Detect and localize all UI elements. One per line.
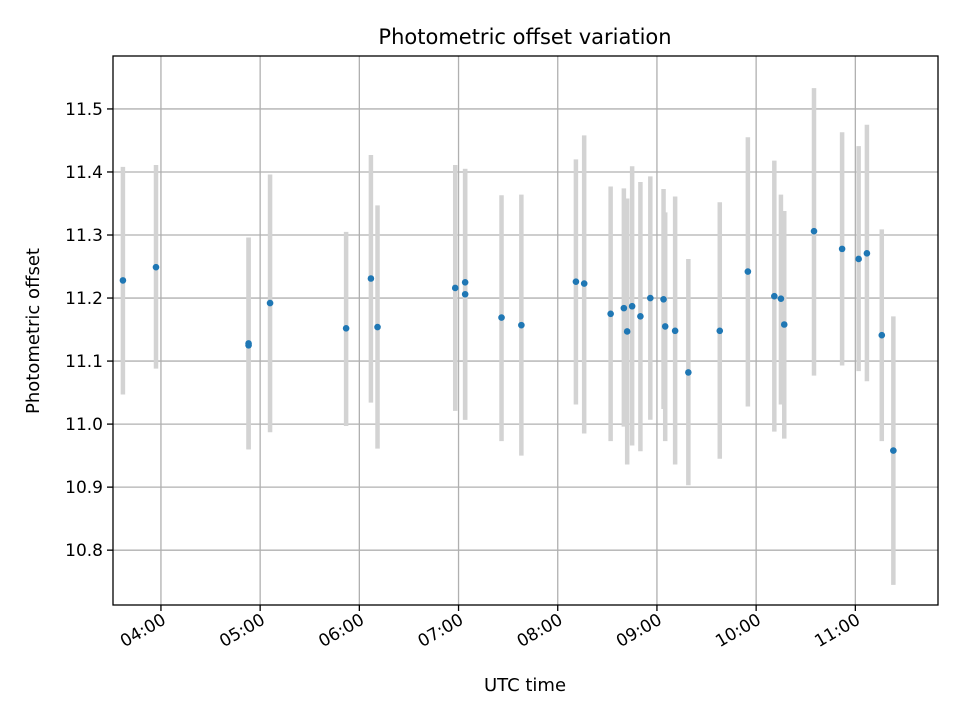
data-point xyxy=(518,321,525,329)
data-point xyxy=(572,278,580,285)
data-point xyxy=(623,328,631,335)
chart-title: Photometric offset variation xyxy=(378,25,671,49)
grid xyxy=(113,56,938,605)
y-tick-label: 10.9 xyxy=(65,478,103,498)
data-point xyxy=(878,331,886,339)
data-point xyxy=(607,310,614,318)
data-point xyxy=(863,249,871,257)
data-point xyxy=(810,227,818,235)
y-tick-label: 11.2 xyxy=(65,289,103,309)
data-point xyxy=(119,277,127,284)
y-tick-label: 11.0 xyxy=(65,415,103,435)
y-tick-label: 11.3 xyxy=(65,226,103,246)
plot-frame xyxy=(112,55,939,606)
data-point xyxy=(716,327,724,335)
y-tick-label: 11.1 xyxy=(65,352,103,372)
data-point xyxy=(744,268,752,275)
data-point xyxy=(374,323,381,331)
data-points xyxy=(119,227,897,454)
y-tick-label: 11.4 xyxy=(65,163,103,183)
data-point xyxy=(838,245,846,253)
data-point xyxy=(771,292,778,300)
data-point xyxy=(152,263,160,271)
y-tick-label: 10.8 xyxy=(65,541,103,561)
data-point xyxy=(777,295,785,302)
data-point xyxy=(367,275,375,282)
data-point xyxy=(637,313,644,320)
data-point xyxy=(461,278,469,286)
data-point xyxy=(890,447,897,454)
x-axis-label: UTC time xyxy=(484,675,566,696)
data-point xyxy=(245,340,252,347)
data-point xyxy=(580,280,588,287)
data-point xyxy=(671,327,679,335)
data-point xyxy=(461,290,469,298)
y-tick-label: 11.5 xyxy=(65,100,103,120)
data-point xyxy=(498,314,505,321)
data-point xyxy=(628,302,636,310)
data-point xyxy=(661,323,669,330)
data-point xyxy=(685,369,692,376)
data-point xyxy=(342,324,350,332)
data-point xyxy=(451,284,459,292)
y-axis-label: Photometric offset xyxy=(23,248,44,414)
data-point xyxy=(266,299,274,307)
data-point xyxy=(855,255,862,263)
data-point xyxy=(620,304,628,312)
data-point xyxy=(660,295,667,303)
y-axis-ticks: 10.8 10.9 11.0 11.1 11.2 11.3 11.4 11.5 xyxy=(65,100,113,561)
data-point xyxy=(647,294,654,302)
data-point xyxy=(780,321,788,328)
